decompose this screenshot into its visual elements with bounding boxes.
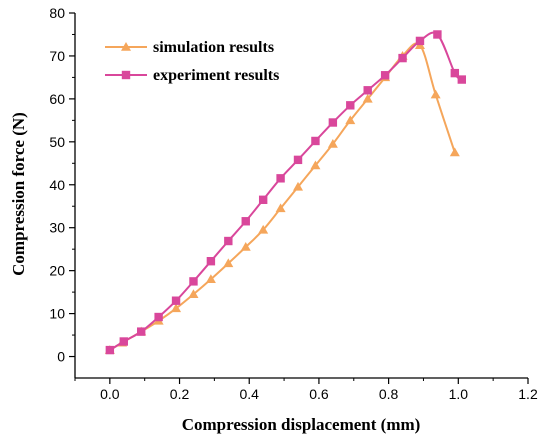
data-point — [205, 274, 216, 283]
x-tick-label: 0.0 — [100, 386, 120, 402]
data-point — [380, 71, 390, 80]
data-point — [240, 242, 251, 251]
x-axis-title: Compression displacement (mm) — [182, 415, 421, 434]
data-point — [310, 160, 321, 170]
legend-item: experiment results — [105, 67, 279, 84]
data-point — [415, 36, 425, 46]
x-tick-label: 0.4 — [239, 386, 259, 402]
data-point — [398, 53, 407, 63]
legend-label: experiment results — [153, 67, 279, 84]
data-point — [224, 236, 233, 246]
x-tick-label: 0.2 — [170, 386, 190, 402]
y-tick-label: 50 — [49, 134, 65, 150]
data-point — [275, 203, 286, 213]
y-tick-label: 20 — [49, 263, 65, 279]
data-point — [276, 174, 285, 183]
data-point — [105, 345, 115, 355]
x-tick-label: 1.2 — [518, 386, 538, 402]
y-tick-label: 40 — [49, 177, 65, 193]
legend-item: simulation results — [105, 39, 274, 56]
data-point — [362, 93, 373, 103]
y-tick-label: 60 — [49, 91, 65, 107]
data-point — [430, 89, 441, 99]
data-point — [137, 327, 146, 336]
data-point — [327, 138, 338, 148]
data-point — [171, 296, 181, 305]
data-point — [433, 30, 442, 39]
data-point — [258, 224, 269, 234]
data-point — [346, 101, 355, 110]
data-point — [206, 257, 216, 266]
y-tick-label: 0 — [57, 349, 65, 365]
data-point — [457, 75, 466, 84]
y-tick-label: 70 — [49, 48, 65, 64]
x-tick-label: 1.0 — [449, 386, 469, 402]
x-tick-label: 0.8 — [379, 386, 399, 402]
data-point — [171, 303, 182, 313]
y-tick-label: 80 — [49, 5, 65, 21]
data-point — [450, 68, 460, 78]
axes: 0.0 0.2 0.4 0.6 0.8 1.0 1.2 0 10 20 30 40 50 60 70 80 — [49, 5, 538, 402]
series-layer — [104, 30, 466, 355]
series-line — [109, 42, 456, 351]
legend-marker — [121, 70, 131, 80]
legend-marker — [121, 42, 131, 51]
data-point — [258, 195, 268, 204]
x-tick-label: 0.6 — [309, 386, 329, 402]
y-axis-title: Compression force (N) — [9, 112, 28, 276]
data-point — [311, 136, 320, 146]
series-simulation — [104, 40, 460, 354]
legend: simulation results experiment results — [105, 39, 279, 84]
data-point — [293, 155, 303, 165]
y-tick-label: 30 — [49, 220, 65, 236]
data-point — [345, 115, 356, 125]
data-point — [119, 337, 128, 346]
data-point — [293, 181, 304, 191]
data-point — [223, 258, 234, 268]
data-point — [363, 86, 372, 95]
data-point — [154, 312, 163, 322]
series-experiment — [105, 30, 466, 355]
data-point — [188, 289, 199, 299]
data-point — [328, 118, 338, 127]
y-tick-label: 10 — [49, 306, 65, 322]
legend-label: simulation results — [153, 39, 274, 56]
series-line — [109, 31, 463, 351]
data-point — [189, 277, 198, 286]
data-point — [449, 147, 460, 157]
data-point — [241, 217, 250, 226]
